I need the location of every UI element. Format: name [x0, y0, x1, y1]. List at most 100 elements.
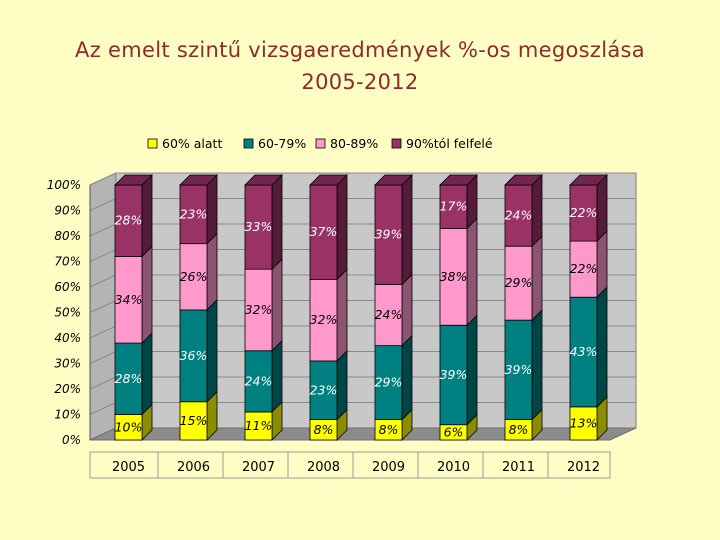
bar-side — [531, 174, 543, 248]
bar-top — [114, 174, 153, 186]
legend-swatch — [391, 138, 402, 149]
bar-top — [309, 174, 348, 186]
x-tick-label: 2009 — [372, 460, 405, 475]
bar-segment — [114, 184, 143, 257]
bar-side — [141, 245, 153, 345]
x-tick-label: 2008 — [307, 460, 340, 475]
legend-label: 90%tól felfelé — [406, 136, 493, 151]
chart-title-line-2: 2005-2012 — [301, 70, 419, 94]
y-tick-label: 50% — [54, 306, 81, 320]
chart-title-line-1: Az emelt szintű vizsgaeredmények %-os me… — [75, 38, 645, 62]
data-label: 6% — [444, 424, 464, 439]
data-label: 39% — [440, 367, 468, 382]
bar-side — [206, 174, 218, 245]
bar-segment — [504, 245, 533, 321]
bar-segment — [114, 414, 143, 441]
data-label: 11% — [245, 418, 273, 433]
data-label: 28% — [115, 213, 143, 228]
bar-top — [179, 174, 218, 186]
data-label: 33% — [245, 219, 273, 234]
bar-segment — [179, 184, 208, 245]
legend-swatch — [243, 138, 254, 149]
bar-segment — [244, 411, 273, 441]
bar-side — [206, 232, 218, 311]
bar-segment — [504, 319, 533, 420]
data-label: 43% — [570, 344, 598, 359]
data-label: 23% — [310, 382, 338, 397]
data-label: 23% — [180, 206, 208, 221]
data-label: 28% — [115, 371, 143, 386]
bar-side — [531, 309, 543, 421]
data-label: 24% — [245, 373, 273, 388]
data-label: 29% — [375, 375, 403, 390]
data-label: 8% — [314, 422, 334, 437]
bar-segment — [374, 184, 403, 285]
y-tick-label: 100% — [47, 178, 81, 192]
bar-side — [466, 314, 478, 426]
bar-side — [596, 230, 608, 299]
x-tick-label: 2010 — [437, 460, 470, 475]
x-tick-label: 2011 — [502, 460, 535, 475]
data-label: 34% — [115, 292, 143, 307]
bar-side — [336, 268, 348, 362]
data-label: 8% — [509, 422, 529, 437]
bar-side — [466, 217, 478, 327]
y-tick-label: 20% — [54, 382, 81, 396]
legend-label: 80-89% — [330, 136, 378, 151]
x-tick-label: 2006 — [177, 460, 210, 475]
bar-top — [504, 174, 543, 186]
data-label: 26% — [180, 269, 208, 284]
x-tick-label: 2007 — [242, 460, 275, 475]
bar-side — [596, 174, 608, 243]
data-label: 36% — [180, 348, 208, 363]
y-tick-label: 90% — [54, 204, 81, 218]
bar-side — [401, 174, 413, 286]
bar-segment — [244, 350, 273, 413]
legend-label: 60-79% — [258, 136, 306, 151]
legend-swatch — [147, 138, 158, 149]
y-tick-label: 60% — [54, 280, 81, 294]
y-tick-label: 70% — [54, 255, 81, 269]
bar-segment — [569, 406, 598, 441]
bar-segment — [439, 324, 468, 426]
bar-segment — [179, 309, 208, 403]
data-label: 39% — [505, 362, 533, 377]
bar-side — [271, 258, 283, 352]
bar-segment — [439, 184, 468, 229]
data-label: 15% — [180, 413, 208, 428]
y-axis: 0% 10% 20% 30% 40% 50% 60% 70% 80% 90% 100% — [47, 178, 91, 447]
legend-swatch — [315, 138, 326, 149]
data-label: 39% — [375, 227, 403, 242]
data-label: 22% — [570, 261, 598, 276]
bar-segment — [569, 296, 598, 408]
bar-segment — [504, 184, 533, 247]
bar-side — [206, 298, 218, 403]
data-label: 13% — [570, 415, 598, 430]
bar-segment — [309, 278, 338, 362]
data-label: 22% — [570, 205, 598, 220]
x-tick-label: 2005 — [112, 460, 145, 475]
data-label: 24% — [375, 307, 403, 322]
bar-top — [439, 174, 478, 186]
data-label: 10% — [115, 419, 143, 434]
data-label: 17% — [440, 199, 468, 214]
gridline — [89, 172, 636, 186]
legend-label: 60% alatt — [162, 136, 222, 151]
chart-frame — [89, 172, 637, 441]
bar-side — [336, 174, 348, 281]
y-tick-label: 80% — [54, 229, 81, 243]
data-label: 29% — [505, 275, 533, 290]
data-label: 32% — [245, 302, 273, 317]
data-label: 38% — [440, 269, 468, 284]
bar-top — [569, 174, 608, 186]
bar-side — [336, 349, 348, 421]
bar-side — [401, 334, 413, 421]
bar-top — [244, 174, 283, 186]
data-label: 37% — [310, 224, 338, 239]
y-tick-label: 0% — [62, 433, 81, 447]
data-label: 24% — [505, 208, 533, 223]
bar-side — [401, 273, 413, 347]
chart-floor — [89, 427, 637, 441]
